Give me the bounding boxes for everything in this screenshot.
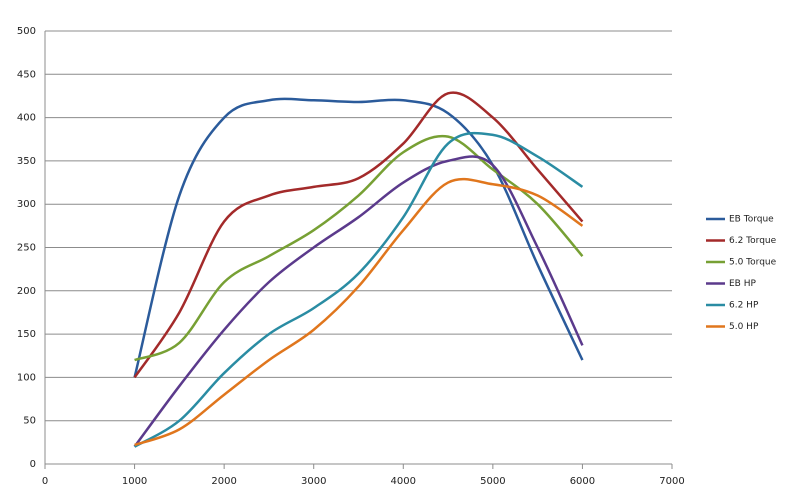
y-tick-label: 150 [17, 329, 36, 340]
series-line [133, 155, 584, 448]
y-tick-label: 500 [17, 26, 36, 37]
y-tick-label: 0 [30, 459, 36, 470]
legend-label: EB Torque [729, 215, 774, 225]
legend-label: 6.2 Torque [729, 236, 777, 246]
y-tick-label: 50 [23, 416, 36, 427]
x-tick-label: 2000 [211, 476, 236, 487]
legend-label: EB HP [729, 279, 756, 289]
legend-label: 5.0 HP [729, 322, 759, 332]
legend-label: 5.0 Torque [729, 258, 777, 268]
y-tick-label: 400 [17, 113, 36, 124]
series-line [133, 91, 584, 379]
y-tick-label: 350 [17, 156, 36, 167]
y-tick-label: 450 [17, 69, 36, 80]
y-tick-label: 200 [17, 286, 36, 297]
legend-label: 6.2 HP [729, 301, 759, 311]
y-tick-label: 250 [17, 243, 36, 254]
series-line [134, 134, 584, 362]
x-tick-label: 0 [42, 476, 48, 487]
x-tick-label: 7000 [659, 476, 684, 487]
series-line [133, 131, 584, 448]
x-tick-label: 1000 [122, 476, 147, 487]
x-tick-label: 4000 [391, 476, 416, 487]
x-tick-label: 3000 [301, 476, 326, 487]
x-tick-label: 6000 [570, 476, 595, 487]
series-line [134, 177, 584, 447]
x-tick-label: 5000 [480, 476, 505, 487]
series-line [133, 97, 584, 378]
y-tick-label: 300 [17, 199, 36, 210]
y-tick-label: 100 [17, 372, 36, 383]
